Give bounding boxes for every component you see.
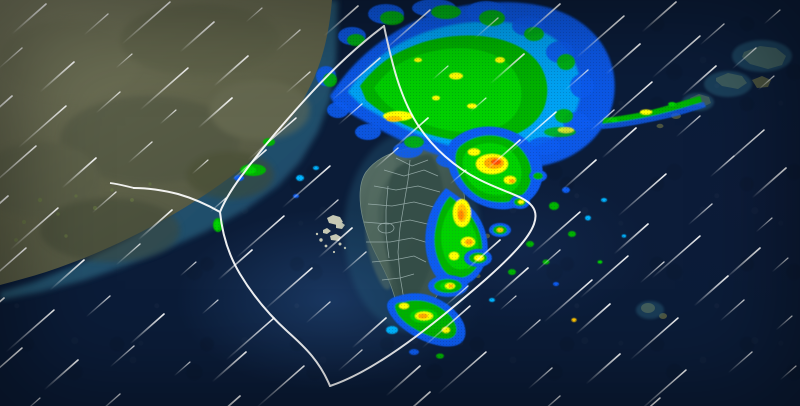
- territorial-boundary-west: [219, 25, 385, 213]
- southeast-islet-shelf: [636, 301, 664, 319]
- territorial-boundary-main: [329, 25, 537, 387]
- boundary-southwest-branch: [219, 211, 331, 387]
- boundary-coastal-stub: [109, 182, 135, 189]
- boundary-strait-west-branch: [133, 187, 221, 213]
